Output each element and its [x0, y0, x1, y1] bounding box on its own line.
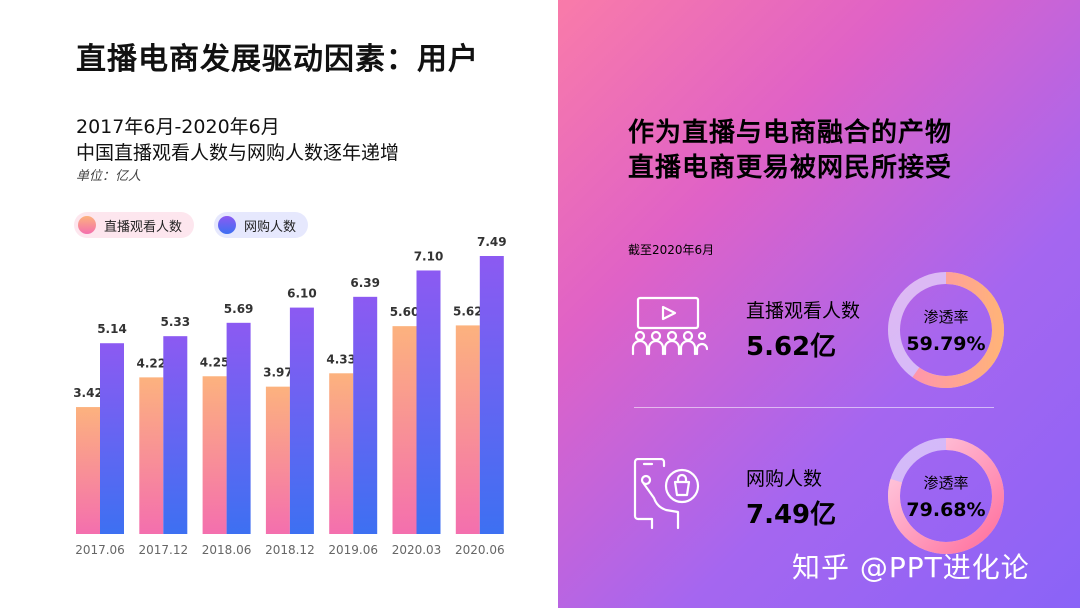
data-label-online-shoppers-2018.12: 6.10	[287, 287, 317, 301]
data-label-live-viewers-2018.06: 4.25	[200, 355, 230, 369]
legend-item-live-viewers: 直播观看人数	[74, 212, 195, 238]
bar-live-viewers-2020.06	[455, 325, 480, 534]
data-label-online-shoppers-2017.06: 5.14	[97, 322, 127, 336]
right-headline-line2: 直播电商更易被网民所接受	[628, 153, 953, 183]
ring-label-live-viewers: 渗透率	[923, 308, 969, 326]
data-label-live-viewers-2017.12: 4.22	[136, 356, 166, 370]
ring-text-live-viewers: 渗透率 59.79%	[886, 306, 1006, 355]
bar-live-viewers-2018.12	[265, 386, 290, 534]
data-label-live-viewers-2018.12: 3.97	[263, 366, 293, 380]
bar-live-viewers-2018.06	[202, 376, 227, 534]
right-headline-line1: 作为直播与电商融合的产物	[628, 118, 953, 148]
data-label-online-shoppers-2020.06: 7.49	[477, 235, 507, 249]
data-label-live-viewers-2017.06: 3.42	[73, 386, 103, 400]
metric-value-live-viewers: 5.62亿	[746, 332, 837, 362]
x-tick-label-2017.12: 2017.12	[138, 543, 188, 557]
bar-online-shoppers-2020.06	[479, 256, 504, 534]
penetration-ring-arc-online-shoppers	[888, 438, 1004, 554]
data-label-online-shoppers-2017.12: 5.33	[160, 315, 190, 329]
watermark: 知乎 @PPT进化论	[792, 551, 1030, 584]
penetration-ring-online-shoppers	[888, 438, 1004, 554]
data-label-online-shoppers-2020.03: 7.10	[414, 249, 444, 263]
ring-value-online-shoppers: 79.68%	[906, 499, 986, 521]
legend-swatch-live-viewers	[78, 216, 96, 234]
page-title: 直播电商发展驱动因素：用户	[76, 42, 479, 77]
metric-label-live-viewers: 直播观看人数	[746, 300, 861, 322]
legend-label-online-shoppers: 网购人数	[244, 219, 297, 235]
legend-label-live-viewers: 直播观看人数	[104, 219, 183, 235]
unit-label: 单位：亿人	[76, 169, 142, 184]
chart-subtitle-date-range: 2017年6月-2020年6月	[76, 116, 280, 138]
x-tick-label-2019.06: 2019.06	[328, 543, 378, 557]
bar-live-viewers-2019.06	[329, 373, 354, 534]
metric-value-online-shoppers: 7.49亿	[746, 500, 837, 530]
x-tick-label-2017.06: 2017.06	[75, 543, 125, 557]
data-label-live-viewers-2020.06: 5.62	[453, 304, 483, 318]
x-tick-label-2020.03: 2020.03	[392, 543, 442, 557]
as-of-date: 截至2020年6月	[628, 243, 715, 257]
x-tick-label-2020.06: 2020.06	[455, 543, 505, 557]
bar-live-viewers-2020.03	[392, 326, 417, 534]
live-video-audience-icon	[631, 296, 708, 356]
mobile-shopping-icon	[633, 458, 700, 530]
penetration-ring-arc-live-viewers	[888, 272, 1004, 388]
data-label-live-viewers-2020.03: 5.60	[390, 305, 420, 319]
penetration-ring-live-viewers	[888, 272, 1004, 388]
legend-swatch-online-shoppers	[218, 216, 236, 234]
data-label-online-shoppers-2019.06: 6.39	[350, 276, 380, 290]
legend-item-online-shoppers: 网购人数	[214, 212, 309, 238]
ring-label-online-shoppers: 渗透率	[923, 474, 969, 492]
chart-subtitle-description: 中国直播观看人数与网购人数逐年递增	[76, 142, 400, 164]
bar-online-shoppers-2018.12	[289, 307, 314, 534]
x-tick-label-2018.06: 2018.06	[202, 543, 252, 557]
bar-online-shoppers-2017.06	[100, 343, 124, 534]
bar-live-viewers-2017.12	[139, 377, 164, 534]
bar-online-shoppers-2017.12	[163, 336, 188, 534]
bar-online-shoppers-2019.06	[353, 296, 378, 534]
bar-chart: 3.42 5.14 2017.06 4.22 5.33 2017.12 4.25 5.69 20…	[73, 235, 507, 557]
bar-live-viewers-2017.06	[76, 407, 100, 534]
data-label-live-viewers-2019.06: 4.33	[326, 352, 356, 366]
metric-divider	[634, 407, 994, 408]
bar-online-shoppers-2018.06	[226, 322, 251, 534]
data-label-online-shoppers-2018.06: 5.69	[224, 302, 254, 316]
bar-online-shoppers-2020.03	[416, 270, 441, 534]
metric-label-online-shoppers: 网购人数	[746, 468, 823, 490]
ring-text-online-shoppers: 渗透率 79.68%	[886, 472, 1006, 521]
x-tick-label-2018.12: 2018.12	[265, 543, 315, 557]
ring-value-live-viewers: 59.79%	[906, 333, 986, 355]
